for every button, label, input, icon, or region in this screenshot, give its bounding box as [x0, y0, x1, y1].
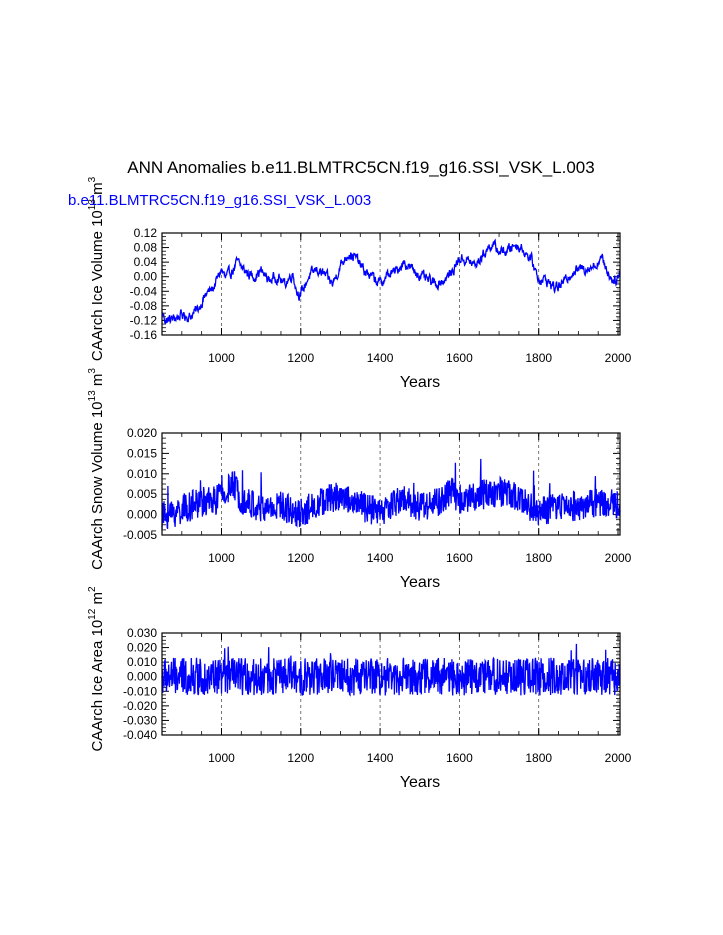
x-tick-label: 1000: [208, 351, 235, 365]
y-tick-label: 0.00: [134, 270, 158, 284]
x-tick-label: 1200: [287, 551, 314, 565]
y-axis-label: CAArch Snow Volume 1013 m3: [87, 368, 106, 570]
y-tick-label: -0.04: [130, 284, 158, 298]
y-tick-label: 0.030: [127, 626, 157, 640]
y-tick-label: 0.020: [127, 641, 157, 655]
x-tick-label: 1000: [208, 551, 235, 565]
x-tick-label: 1200: [287, 351, 314, 365]
y-axis-label: CAArch Ice Volume 1013 m3: [87, 176, 106, 361]
x-tick-label: 1800: [525, 751, 552, 765]
y-tick-label: 0.12: [134, 226, 158, 240]
series-line: [161, 238, 621, 325]
y-tick-label: 0.08: [134, 241, 158, 255]
x-tick-label: 1800: [525, 351, 552, 365]
x-tick-label: 1800: [525, 551, 552, 565]
x-tick-label: 2000: [605, 551, 632, 565]
x-tick-label: 1600: [446, 551, 473, 565]
x-tick-label: 1400: [367, 351, 394, 365]
chart-panel-1: 0.120.080.040.00-0.04-0.08-0.12-0.16 1000…: [87, 176, 632, 391]
plot-frame: [161, 432, 621, 536]
chart-title: ANN Anomalies b.e11.BLMTRC5CN.f19_g16.SS…: [127, 158, 594, 177]
y-tick-label: 0.000: [127, 670, 157, 684]
legend-label: b.e11.BLMTRC5CN.f19_g16.SSI_VSK_L.003: [68, 192, 371, 209]
x-axis-label: Years: [400, 574, 440, 591]
plot-frame: [161, 232, 621, 336]
x-tick-label: 1400: [367, 551, 394, 565]
x-tick-label: 1600: [446, 751, 473, 765]
x-tick-label: 1000: [208, 751, 235, 765]
y-tick-label: 0.015: [127, 446, 157, 460]
chart-panel-3: 0.0300.0200.0100.000-0.010-0.020-0.030-0…: [87, 586, 632, 791]
plot-frame: [161, 632, 621, 736]
y-tick-label: -0.040: [123, 728, 157, 742]
chart-panel-2: 0.020 0.015 0.010 0.005 0.000 -0.005 1000 1200 1…: [87, 368, 632, 591]
x-tick-label: 2000: [605, 751, 632, 765]
y-tick-label: 0.020: [127, 426, 157, 440]
y-tick-label: -0.16: [130, 328, 158, 342]
series-line: [161, 458, 621, 530]
y-tick-label: 0.04: [134, 255, 158, 269]
y-tick-label: 0.010: [127, 655, 157, 669]
x-tick-label: 2000: [605, 351, 632, 365]
y-tick-label: -0.005: [123, 528, 157, 542]
y-tick-label: -0.12: [130, 313, 158, 327]
y-tick-label: 0.010: [127, 467, 157, 481]
x-tick-label: 1600: [446, 351, 473, 365]
y-tick-label: 0.005: [127, 487, 157, 501]
y-axis-label: CAArch Ice Area 1012 m2: [87, 586, 106, 752]
series-line: [161, 643, 621, 697]
y-tick-label: -0.08: [130, 299, 158, 313]
y-tick-label: -0.010: [123, 684, 157, 698]
y-tick-label: -0.020: [123, 699, 157, 713]
x-axis-label: Years: [400, 374, 440, 391]
x-tick-label: 1200: [287, 751, 314, 765]
y-tick-label: -0.030: [123, 713, 157, 727]
x-tick-label: 1400: [367, 751, 394, 765]
y-tick-label: 0.000: [127, 508, 157, 522]
x-axis-label: Years: [400, 774, 440, 791]
